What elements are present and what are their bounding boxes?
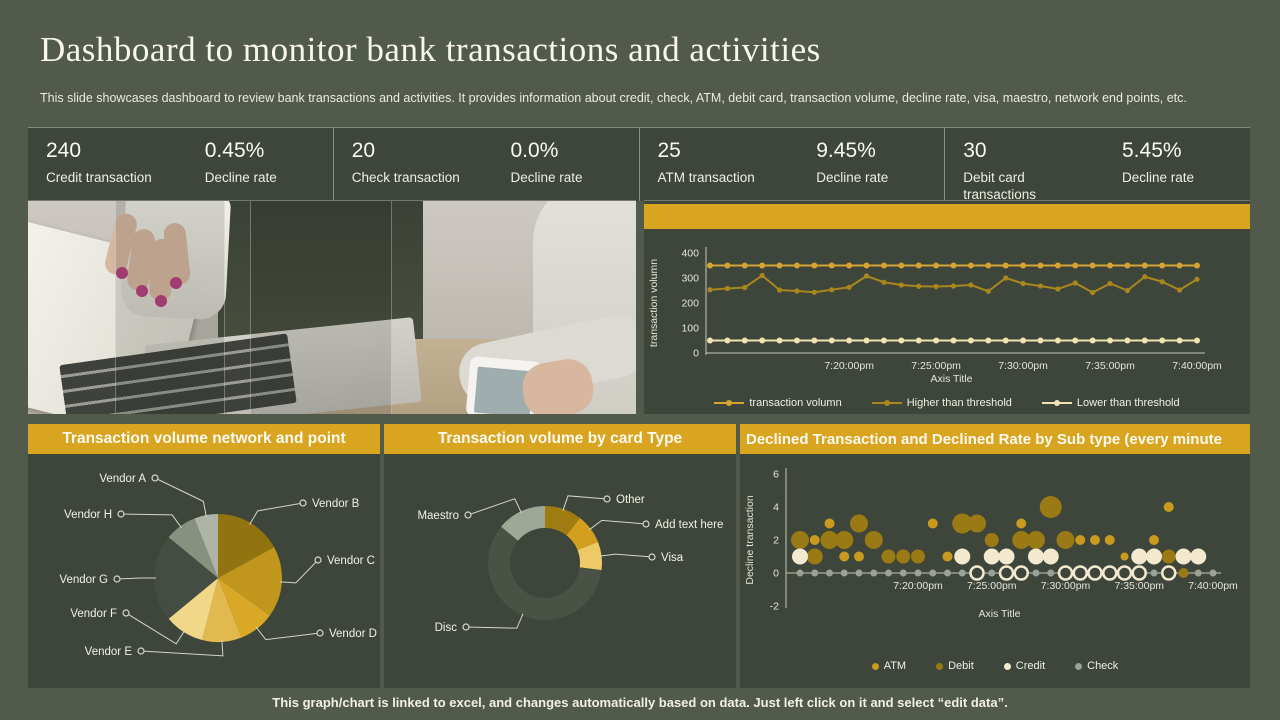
svg-text:Visa: Visa bbox=[661, 552, 684, 564]
svg-text:7:35:00pm: 7:35:00pm bbox=[1114, 580, 1164, 592]
svg-text:2: 2 bbox=[773, 535, 779, 547]
svg-text:Vendor H: Vendor H bbox=[64, 509, 112, 521]
legend-item-transaction-volumn: transaction volumn bbox=[714, 397, 842, 409]
legend-item-credit: Credit bbox=[1003, 660, 1045, 672]
svg-text:Vendor E: Vendor E bbox=[85, 646, 133, 658]
legend-item-check: Check bbox=[1075, 660, 1118, 672]
svg-text:7:40:00pm: 7:40:00pm bbox=[1172, 360, 1222, 372]
svg-text:Vendor F: Vendor F bbox=[70, 608, 117, 620]
kpi-value: 20 bbox=[351, 139, 376, 162]
svg-text:Axis Title: Axis Title bbox=[978, 608, 1020, 620]
left-hand bbox=[102, 201, 192, 315]
kpi-bar: 240 Credit transaction 0.45% Decline rat… bbox=[28, 127, 1250, 202]
svg-text:6: 6 bbox=[773, 469, 779, 481]
kpi-label: Check transaction bbox=[351, 170, 460, 185]
svg-text:Other: Other bbox=[616, 494, 645, 506]
bubble-chart-legend: ATM Debit Credit Check bbox=[740, 660, 1250, 672]
svg-text:Vendor D: Vendor D bbox=[329, 628, 377, 640]
svg-text:Maestro: Maestro bbox=[417, 510, 459, 522]
page-footer: This graph/chart is linked to excel, and… bbox=[272, 695, 1008, 710]
kpi-label: Credit transaction bbox=[46, 170, 152, 185]
svg-text:7:30:00pm: 7:30:00pm bbox=[998, 360, 1048, 372]
kpi-rate: 5.45% bbox=[1122, 139, 1182, 162]
kpi-rate: 0.45% bbox=[204, 139, 265, 162]
glass-overlay bbox=[250, 201, 392, 414]
kpi-rate-label: Decline rate bbox=[1122, 170, 1195, 185]
kpi-credit-transaction: 240 Credit transaction 0.45% Decline rat… bbox=[28, 128, 333, 201]
line-chart-title-bar bbox=[644, 204, 1250, 229]
svg-text:7:30:00pm: 7:30:00pm bbox=[1041, 580, 1091, 592]
page-subtitle: This slide showcases dashboard to review… bbox=[40, 91, 1187, 105]
kpi-debit-card-transactions: 30 Debit card transactions 5.45% Decline… bbox=[944, 128, 1250, 202]
kpi-value: 240 bbox=[46, 139, 82, 162]
svg-text:400: 400 bbox=[681, 248, 699, 260]
kpi-atm-transaction: 25 ATM transaction 9.45% Decline rate bbox=[638, 128, 945, 201]
kpi-label: Debit card transactions bbox=[963, 170, 1037, 202]
photo-hands-devices bbox=[28, 200, 636, 414]
svg-text:100: 100 bbox=[681, 323, 699, 335]
svg-text:Vendor B: Vendor B bbox=[312, 498, 360, 510]
svg-text:Vendor C: Vendor C bbox=[327, 555, 375, 567]
svg-text:7:35:00pm: 7:35:00pm bbox=[1085, 360, 1135, 372]
kpi-rate: 9.45% bbox=[816, 139, 876, 162]
pie-panel-title: Transaction volume network and point bbox=[28, 424, 380, 454]
svg-text:0: 0 bbox=[693, 348, 699, 360]
legend-item-debit: Debit bbox=[936, 660, 974, 672]
kpi-rate-label: Decline rate bbox=[816, 170, 889, 185]
svg-text:Decline transaction: Decline transaction bbox=[744, 495, 756, 584]
transaction-volume-line-chart[interactable]: 0 100 200 300 400 7:20:00pm 7:25:00pm 7:30:00pm… bbox=[644, 228, 1250, 414]
kpi-value: 25 bbox=[657, 139, 681, 162]
legend-item-higher-than-threshold: Higher than threshold bbox=[871, 397, 1012, 409]
svg-text:300: 300 bbox=[681, 273, 699, 285]
legend-item-atm: ATM bbox=[871, 660, 906, 672]
kpi-rate-label: Decline rate bbox=[510, 170, 583, 185]
card-type-donut-chart[interactable]: Other Add text here Visa Disc Maestro bbox=[384, 454, 736, 688]
page-title: Dashboard to monitor bank transactions a… bbox=[40, 30, 821, 69]
card-type-donut-panel: Transaction volume by card Type Other Add… bbox=[384, 424, 736, 688]
svg-text:7:20:00pm: 7:20:00pm bbox=[824, 360, 874, 372]
vendor-pie-chart[interactable]: Vendor B Vendor C Vendor D Vendor E Vendor F… bbox=[28, 454, 380, 688]
kpi-value: 30 bbox=[963, 139, 987, 162]
kpi-check-transaction: 20 Check transaction 0.0% Decline rate bbox=[332, 128, 639, 201]
bubble-panel-title: Declined Transaction and Declined Rate b… bbox=[740, 424, 1250, 454]
svg-text:7:25:00pm: 7:25:00pm bbox=[967, 580, 1017, 592]
svg-text:Disc: Disc bbox=[435, 622, 458, 634]
vendor-pie-panel: Transaction volume network and point Ven… bbox=[28, 424, 380, 688]
donut-panel-title: Transaction volume by card Type bbox=[384, 424, 736, 454]
svg-text:Add text here: Add text here bbox=[655, 519, 723, 531]
kpi-rate-label: Decline rate bbox=[204, 170, 277, 185]
svg-text:7:25:00pm: 7:25:00pm bbox=[911, 360, 961, 372]
svg-text:7:40:00pm: 7:40:00pm bbox=[1188, 580, 1238, 592]
svg-text:-2: -2 bbox=[770, 601, 779, 613]
declined-bubble-panel: Declined Transaction and Declined Rate b… bbox=[740, 424, 1250, 688]
declined-transaction-bubble-chart[interactable]: -2 0 2 4 6 7:20:00pm 7:25:00pm 7:30:00pm 7:35:00… bbox=[740, 454, 1250, 688]
kpi-rate: 0.0% bbox=[510, 139, 559, 162]
svg-text:Vendor A: Vendor A bbox=[99, 473, 146, 485]
svg-text:200: 200 bbox=[681, 298, 699, 310]
svg-text:0: 0 bbox=[773, 568, 779, 580]
legend-item-lower-than-threshold: Lower than threshold bbox=[1041, 397, 1180, 409]
svg-text:4: 4 bbox=[773, 502, 779, 514]
line-chart-legend: transaction volumn Higher than threshold L… bbox=[644, 397, 1250, 409]
glass-overlay bbox=[115, 201, 225, 414]
transaction-volume-line-chart-panel: 0 100 200 300 400 7:20:00pm 7:25:00pm 7:30:00pm… bbox=[644, 200, 1250, 414]
svg-text:Axis Title: Axis Title bbox=[930, 373, 972, 385]
svg-text:transaction volumn: transaction volumn bbox=[648, 259, 660, 347]
svg-text:7:20:00pm: 7:20:00pm bbox=[893, 580, 943, 592]
kpi-label: ATM transaction bbox=[657, 170, 755, 185]
svg-text:Vendor G: Vendor G bbox=[59, 574, 108, 586]
